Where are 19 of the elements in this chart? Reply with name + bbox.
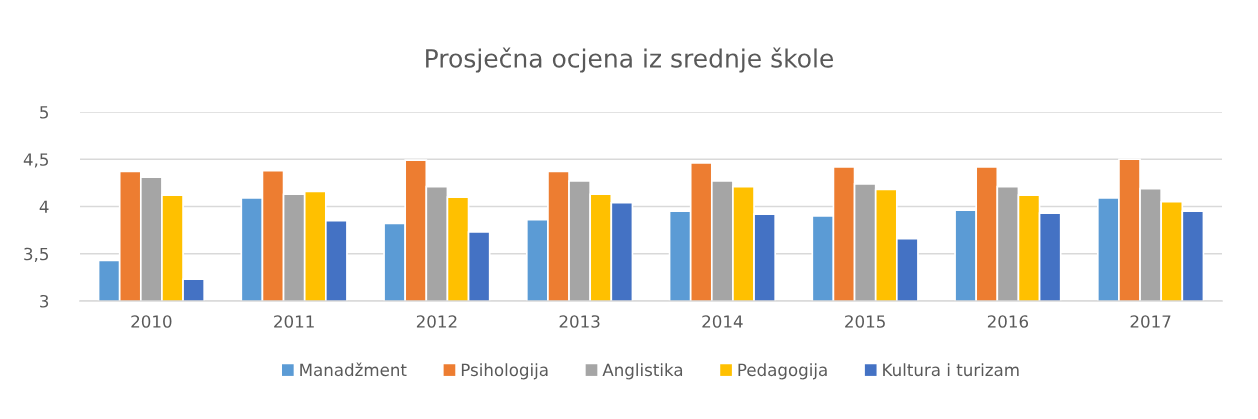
y-tick-label: 5 [40, 106, 48, 119]
legend-label: Kultura i turizam [883, 363, 1019, 377]
y-tick-label: 3,5 [24, 247, 48, 263]
legend-label: Pedagogija [738, 363, 827, 380]
chart-title: Prosječna ocjena iz srednje škole [426, 47, 834, 73]
x-tick-label: 2013 [559, 315, 600, 328]
y-tick-label: 4,5 [23, 153, 48, 168]
x-tick-label: 2016 [987, 315, 1029, 328]
x-tick-label: 2017 [1130, 315, 1171, 328]
legend-label: Anglistika [602, 363, 683, 380]
legend-label: Psihologija [461, 363, 548, 380]
y-tick-label: 3 [40, 294, 49, 308]
x-tick-label: 2012 [416, 315, 457, 328]
x-tick-label: 2014 [702, 315, 743, 328]
x-tick-label: 2015 [845, 315, 885, 328]
y-tick-label: 4 [39, 200, 49, 213]
legend-label: Manadžment [300, 362, 407, 377]
x-tick-label: 2010 [131, 315, 172, 328]
x-tick-label: 2011 [274, 315, 314, 328]
